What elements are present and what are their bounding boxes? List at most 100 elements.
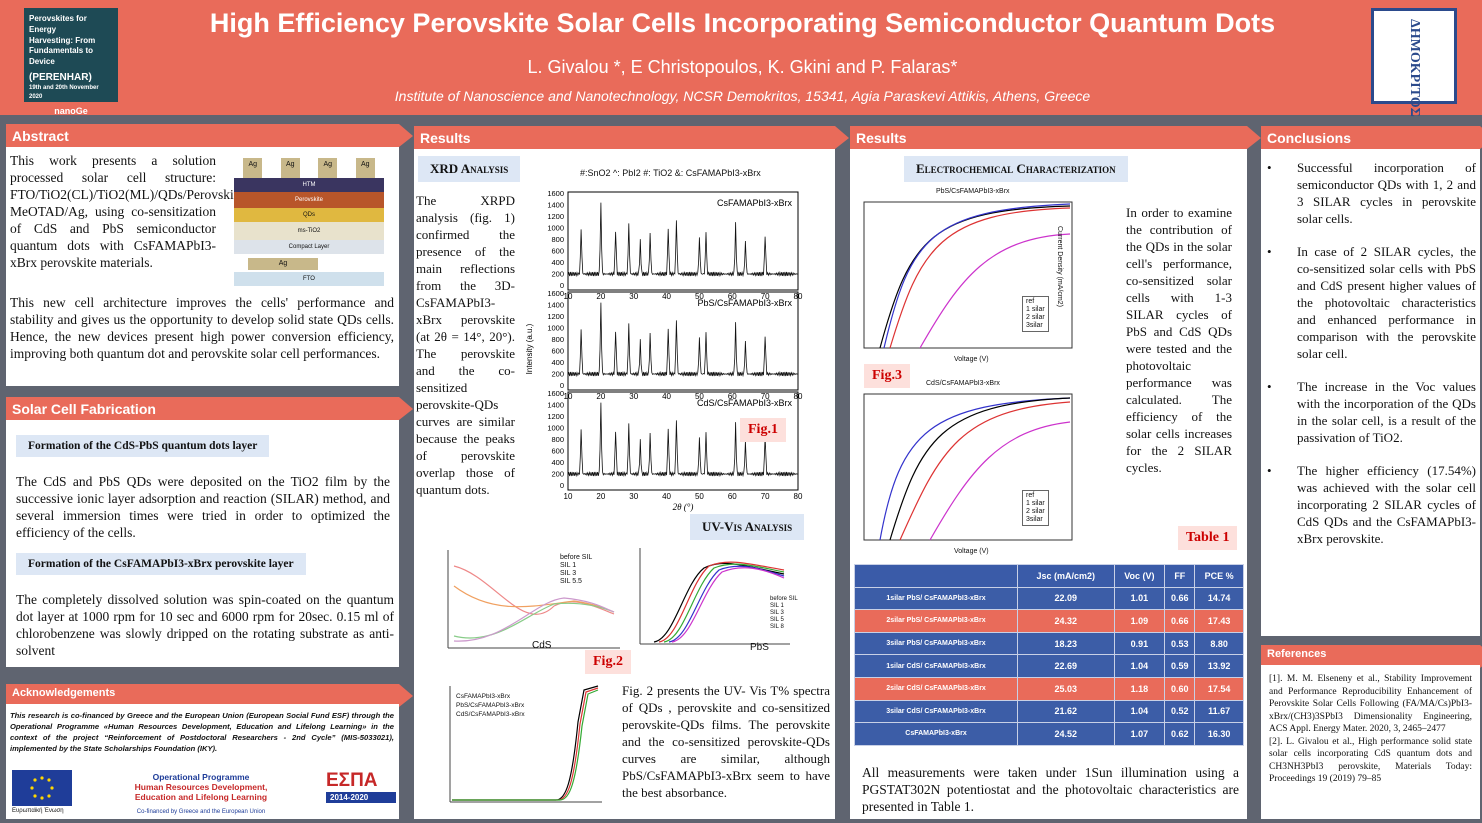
- legend-entry: SIL 5.5: [560, 578, 582, 585]
- ag-contact: Ag: [318, 158, 338, 178]
- table-cell: 0.66: [1164, 586, 1196, 611]
- table-row: 3silar PbS/ CsFAMAPbI3-xBrx 18.23 0.91 0.53…: [853, 631, 1244, 656]
- legend-entry: ref: [1026, 298, 1035, 305]
- legend-entry: 2 silar: [1026, 314, 1045, 321]
- logo-line: Harvesting: From: [29, 35, 96, 45]
- y-tick-label: 800: [551, 235, 564, 244]
- x-tick-label: 30: [629, 292, 638, 301]
- y-tick-label: 1600: [547, 189, 564, 198]
- y-tick-label: 1400: [547, 401, 564, 410]
- legend-entry: SIL 3: [770, 610, 784, 616]
- section-heading: Results: [850, 126, 1261, 149]
- cds-uv-chart: [447, 550, 620, 649]
- y-tick-label: 800: [551, 435, 564, 444]
- y-tick-label: 0: [560, 281, 564, 290]
- x-tick-label: 30: [629, 392, 638, 401]
- perovskite-layer: Perovskite: [234, 192, 384, 208]
- legend-entry: SIL 1: [560, 562, 577, 569]
- table-row: 2silar PbS/ CsFAMAPbI3-xBrx 24.32 1.09 0.66…: [853, 609, 1244, 633]
- pbs-uv-chart: [639, 548, 790, 645]
- abstract-text-2: This new cell architecture improves the …: [10, 295, 394, 361]
- logo-line: 19th and 20th November 2020: [29, 85, 99, 100]
- poster-header: [0, 0, 1482, 115]
- subheading-perovskite-layer: Formation of the CsFAMAPbI3-xBrx perovsk…: [16, 553, 306, 575]
- xrd-pattern: [567, 202, 799, 278]
- y-tick-label: 1000: [547, 424, 564, 433]
- table-cell: 21.62: [1017, 699, 1115, 724]
- table-row: 1silar CdS/ CsFAMAPbI3-xBrx 22.69 1.04 0.59…: [853, 654, 1244, 678]
- jv1-ylabel: Current Density (mA/cm2): [1056, 226, 1063, 307]
- conclusion-item: The higher efficiency (17.54%) was achie…: [1265, 462, 1476, 547]
- jv1-xlabel: Voltage (V): [954, 356, 989, 363]
- authors: L. Givalou *, E Christopoulos, K. Gkini …: [527, 57, 958, 77]
- y-tick-label: 1200: [547, 212, 564, 221]
- table-cell: 16.30: [1194, 722, 1244, 746]
- conclusion-item: In case of 2 SILAR cycles, the co-sensit…: [1265, 243, 1476, 362]
- mesoporous-tio2-layer: ms-TiO2: [234, 222, 384, 240]
- xrd-legend: #:SnO2 ^: PbI2 #: TiO2 &: CsFAMAPbI3-xBr…: [580, 168, 761, 178]
- table-cell: 14.74: [1194, 586, 1244, 611]
- jv-pbs-chart: [863, 201, 1073, 349]
- logo-text: ΔΗΜΟΚΡΙΤΟΣ: [1407, 19, 1422, 117]
- y-tick-label: 200: [551, 270, 564, 279]
- xrd-panel-label: PbS/CsFAMAPbI3-xBrx: [697, 298, 792, 308]
- row-label: 1silar CdS/ CsFAMAPbI3-xBrx: [853, 654, 1019, 678]
- table-header: [853, 564, 1019, 588]
- reference-item: [2]. L. Givalou et al., High performance…: [1269, 736, 1472, 785]
- table-cell: 1.18: [1113, 676, 1166, 701]
- xrd-frame: [567, 191, 799, 291]
- jv-cds-chart: [863, 393, 1073, 541]
- table-cell: 17.54: [1194, 676, 1244, 701]
- legend-entry: PbS/CsFAMAPbI3-xBrx: [456, 702, 525, 709]
- legend-entry: SIL 5: [770, 617, 784, 623]
- y-tick-label: 400: [551, 458, 564, 467]
- row-label: 2silar CdS/ CsFAMAPbI3-xBrx: [853, 676, 1019, 701]
- legend-entry: 1 silar: [1026, 306, 1045, 313]
- y-tick-label: 400: [551, 358, 564, 367]
- ag-contact: Ag: [280, 158, 300, 178]
- logo-line: (PERENHAR): [29, 71, 92, 83]
- legend-entry: 3silar: [1026, 516, 1043, 523]
- conclusion-item: Successful incorporation of semiconducto…: [1265, 159, 1476, 227]
- table-cell: 0.60: [1164, 676, 1196, 701]
- section-heading: Results: [414, 126, 849, 149]
- legend-entry: 2 silar: [1026, 508, 1045, 515]
- xrd-heading: XRD Analysis: [418, 156, 521, 182]
- table-cell: 13.92: [1194, 654, 1244, 678]
- qds-layer: QDs: [234, 208, 384, 222]
- pbs-legend: before SIL SIL 1 SIL 3 SIL 5 SIL 8: [770, 596, 798, 631]
- htm-layer: HTM: [234, 178, 384, 192]
- section-heading: Abstract: [6, 124, 413, 147]
- x-tick-label: 60: [728, 292, 737, 301]
- poster-title: High Efficiency Perovskite Solar Cells I…: [209, 8, 1276, 38]
- xrd-pattern: [567, 402, 799, 478]
- table-cell: 24.32: [1017, 609, 1115, 633]
- references-panel: References [1]. M. M. Elseneny et al., S…: [1261, 645, 1482, 819]
- x-tick-label: 50: [695, 392, 704, 401]
- table-cell: 17.43: [1194, 609, 1244, 633]
- op-line: Operational Programme: [152, 772, 250, 782]
- espa-years: 2014-2020: [326, 792, 396, 803]
- fabrication-panel: Solar Cell Fabrication Formation of the …: [6, 397, 413, 667]
- y-tick-label: 800: [551, 335, 564, 344]
- y-tick-label: 1000: [547, 224, 564, 233]
- y-tick-label: 1200: [547, 312, 564, 321]
- y-tick-label: 1600: [547, 289, 564, 298]
- table-row: CsFAMAPbI3-xBrx 24.52 1.07 0.62 16.30: [853, 722, 1244, 746]
- pv-results-table: Jsc (mA/cm2) Voc (V) FF PCE % 1silar PbS…: [853, 564, 1244, 746]
- ag-contact: Ag: [355, 158, 375, 178]
- table-cell: 0.53: [1164, 631, 1196, 656]
- section-heading: References: [1261, 645, 1482, 668]
- abstract-text-1: This work presents a solution processed …: [10, 153, 282, 270]
- section-heading: Solar Cell Fabrication: [6, 397, 413, 420]
- fig3-label: Fig.3: [864, 364, 910, 388]
- jv2-legend: ref 1 silar 2 silar 3silar: [1022, 490, 1049, 526]
- x-tick-label: 30: [629, 492, 638, 501]
- table-header: Voc (V): [1113, 564, 1166, 588]
- conclusion-item: The increase in the Voc values with the …: [1265, 378, 1476, 446]
- subheading-qd-layer: Formation of the CdS-PbS quantum dots la…: [16, 435, 270, 457]
- ack-text: This research is co-financed by Greece a…: [10, 711, 394, 753]
- y-tick-label: 0: [560, 381, 564, 390]
- table-cell: 0.59: [1164, 654, 1196, 678]
- table-cell: 18.23: [1017, 631, 1115, 656]
